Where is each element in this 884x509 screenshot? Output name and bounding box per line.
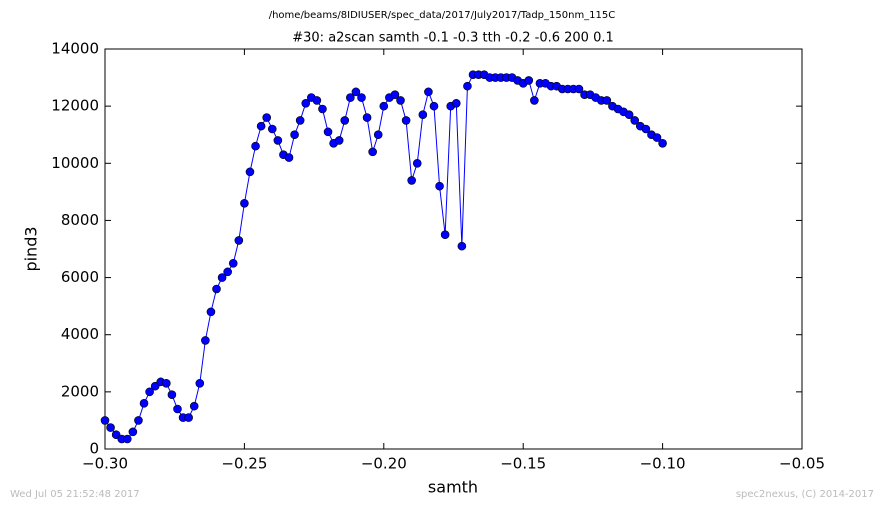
data-point <box>630 116 640 125</box>
data-point <box>312 96 322 105</box>
data-point <box>318 104 327 114</box>
y-tick-label: 0 <box>89 440 99 458</box>
data-point <box>139 398 149 408</box>
data-point <box>106 423 115 432</box>
data-point <box>301 98 311 108</box>
data-point <box>134 416 143 425</box>
data-point <box>574 84 584 94</box>
x-tick-label: −0.30 <box>82 455 128 473</box>
data-point <box>195 378 205 388</box>
data-point <box>189 401 199 411</box>
data-point <box>351 87 361 97</box>
data-line <box>104 74 663 440</box>
data-point <box>346 93 355 102</box>
x-tick-label: −0.15 <box>500 455 546 473</box>
data-point <box>658 138 667 148</box>
data-point <box>100 416 110 425</box>
data-point <box>295 116 305 125</box>
data-point <box>373 130 383 140</box>
data-point <box>251 141 260 151</box>
data-point <box>245 167 255 177</box>
y-tick-label: 4000 <box>61 325 99 343</box>
data-point <box>184 413 193 422</box>
data-point <box>267 124 277 134</box>
data-point <box>284 153 294 162</box>
data-point <box>440 230 450 240</box>
data-point <box>290 130 299 140</box>
data-point <box>201 336 210 345</box>
y-tick-label: 14000 <box>51 40 99 58</box>
data-point <box>407 176 416 185</box>
data-point <box>530 96 539 105</box>
data-point <box>162 378 171 388</box>
data-point <box>273 136 283 145</box>
data-point <box>223 267 232 277</box>
data-point <box>240 198 249 208</box>
data-point <box>463 81 472 91</box>
data-point <box>641 124 651 134</box>
x-tick-label: −0.10 <box>640 455 686 473</box>
data-point <box>652 133 662 142</box>
data-point <box>602 96 612 105</box>
data-point <box>418 110 428 120</box>
y-tick-label: 6000 <box>61 268 99 286</box>
data-point <box>357 93 366 102</box>
x-tick-label: −0.20 <box>361 455 407 473</box>
chart-subtitle: #30: a2scan samth -0.1 -0.3 tth -0.2 -0.… <box>292 31 614 46</box>
plot-frame <box>104 48 803 450</box>
x-tick-label: −0.05 <box>779 455 825 473</box>
data-point <box>167 390 177 400</box>
footer-left: Wed Jul 05 21:52:48 2017 <box>10 489 140 500</box>
x-tick-label: −0.25 <box>221 455 267 473</box>
data-point <box>262 113 272 122</box>
y-tick-label: 12000 <box>51 97 99 115</box>
data-point <box>334 136 344 145</box>
y-tick-label: 2000 <box>61 382 99 400</box>
data-point <box>429 101 439 111</box>
data-point <box>624 110 634 120</box>
data-point <box>340 116 350 125</box>
data-point <box>128 427 138 437</box>
data-point <box>524 76 534 85</box>
data-point <box>362 113 372 122</box>
data-point <box>379 101 389 111</box>
data-point <box>145 387 154 397</box>
data-point <box>206 307 216 317</box>
footer-right: spec2nexus, (C) 2014-2017 <box>736 489 874 500</box>
data-point <box>435 181 444 191</box>
data-point <box>368 147 377 157</box>
data-point <box>228 258 238 268</box>
y-tick-label: 10000 <box>51 154 99 172</box>
data-point <box>412 158 422 168</box>
y-tick-label: 8000 <box>61 211 99 229</box>
data-point <box>212 284 221 294</box>
chart-title: /home/beams/8IDIUSER/spec_data/2017/July… <box>269 10 616 21</box>
data-point <box>390 90 400 100</box>
data-point <box>457 241 467 251</box>
data-point <box>173 404 182 414</box>
data-point <box>396 96 405 105</box>
data-point <box>401 116 411 125</box>
data-point <box>451 98 461 108</box>
data-point <box>323 127 333 137</box>
data-point <box>256 121 266 131</box>
y-axis-label: pind3 <box>22 226 41 271</box>
data-point <box>123 434 132 444</box>
data-point <box>217 273 227 282</box>
x-axis-label: samth <box>428 478 478 497</box>
data-point <box>424 87 433 97</box>
data-point <box>234 236 244 245</box>
